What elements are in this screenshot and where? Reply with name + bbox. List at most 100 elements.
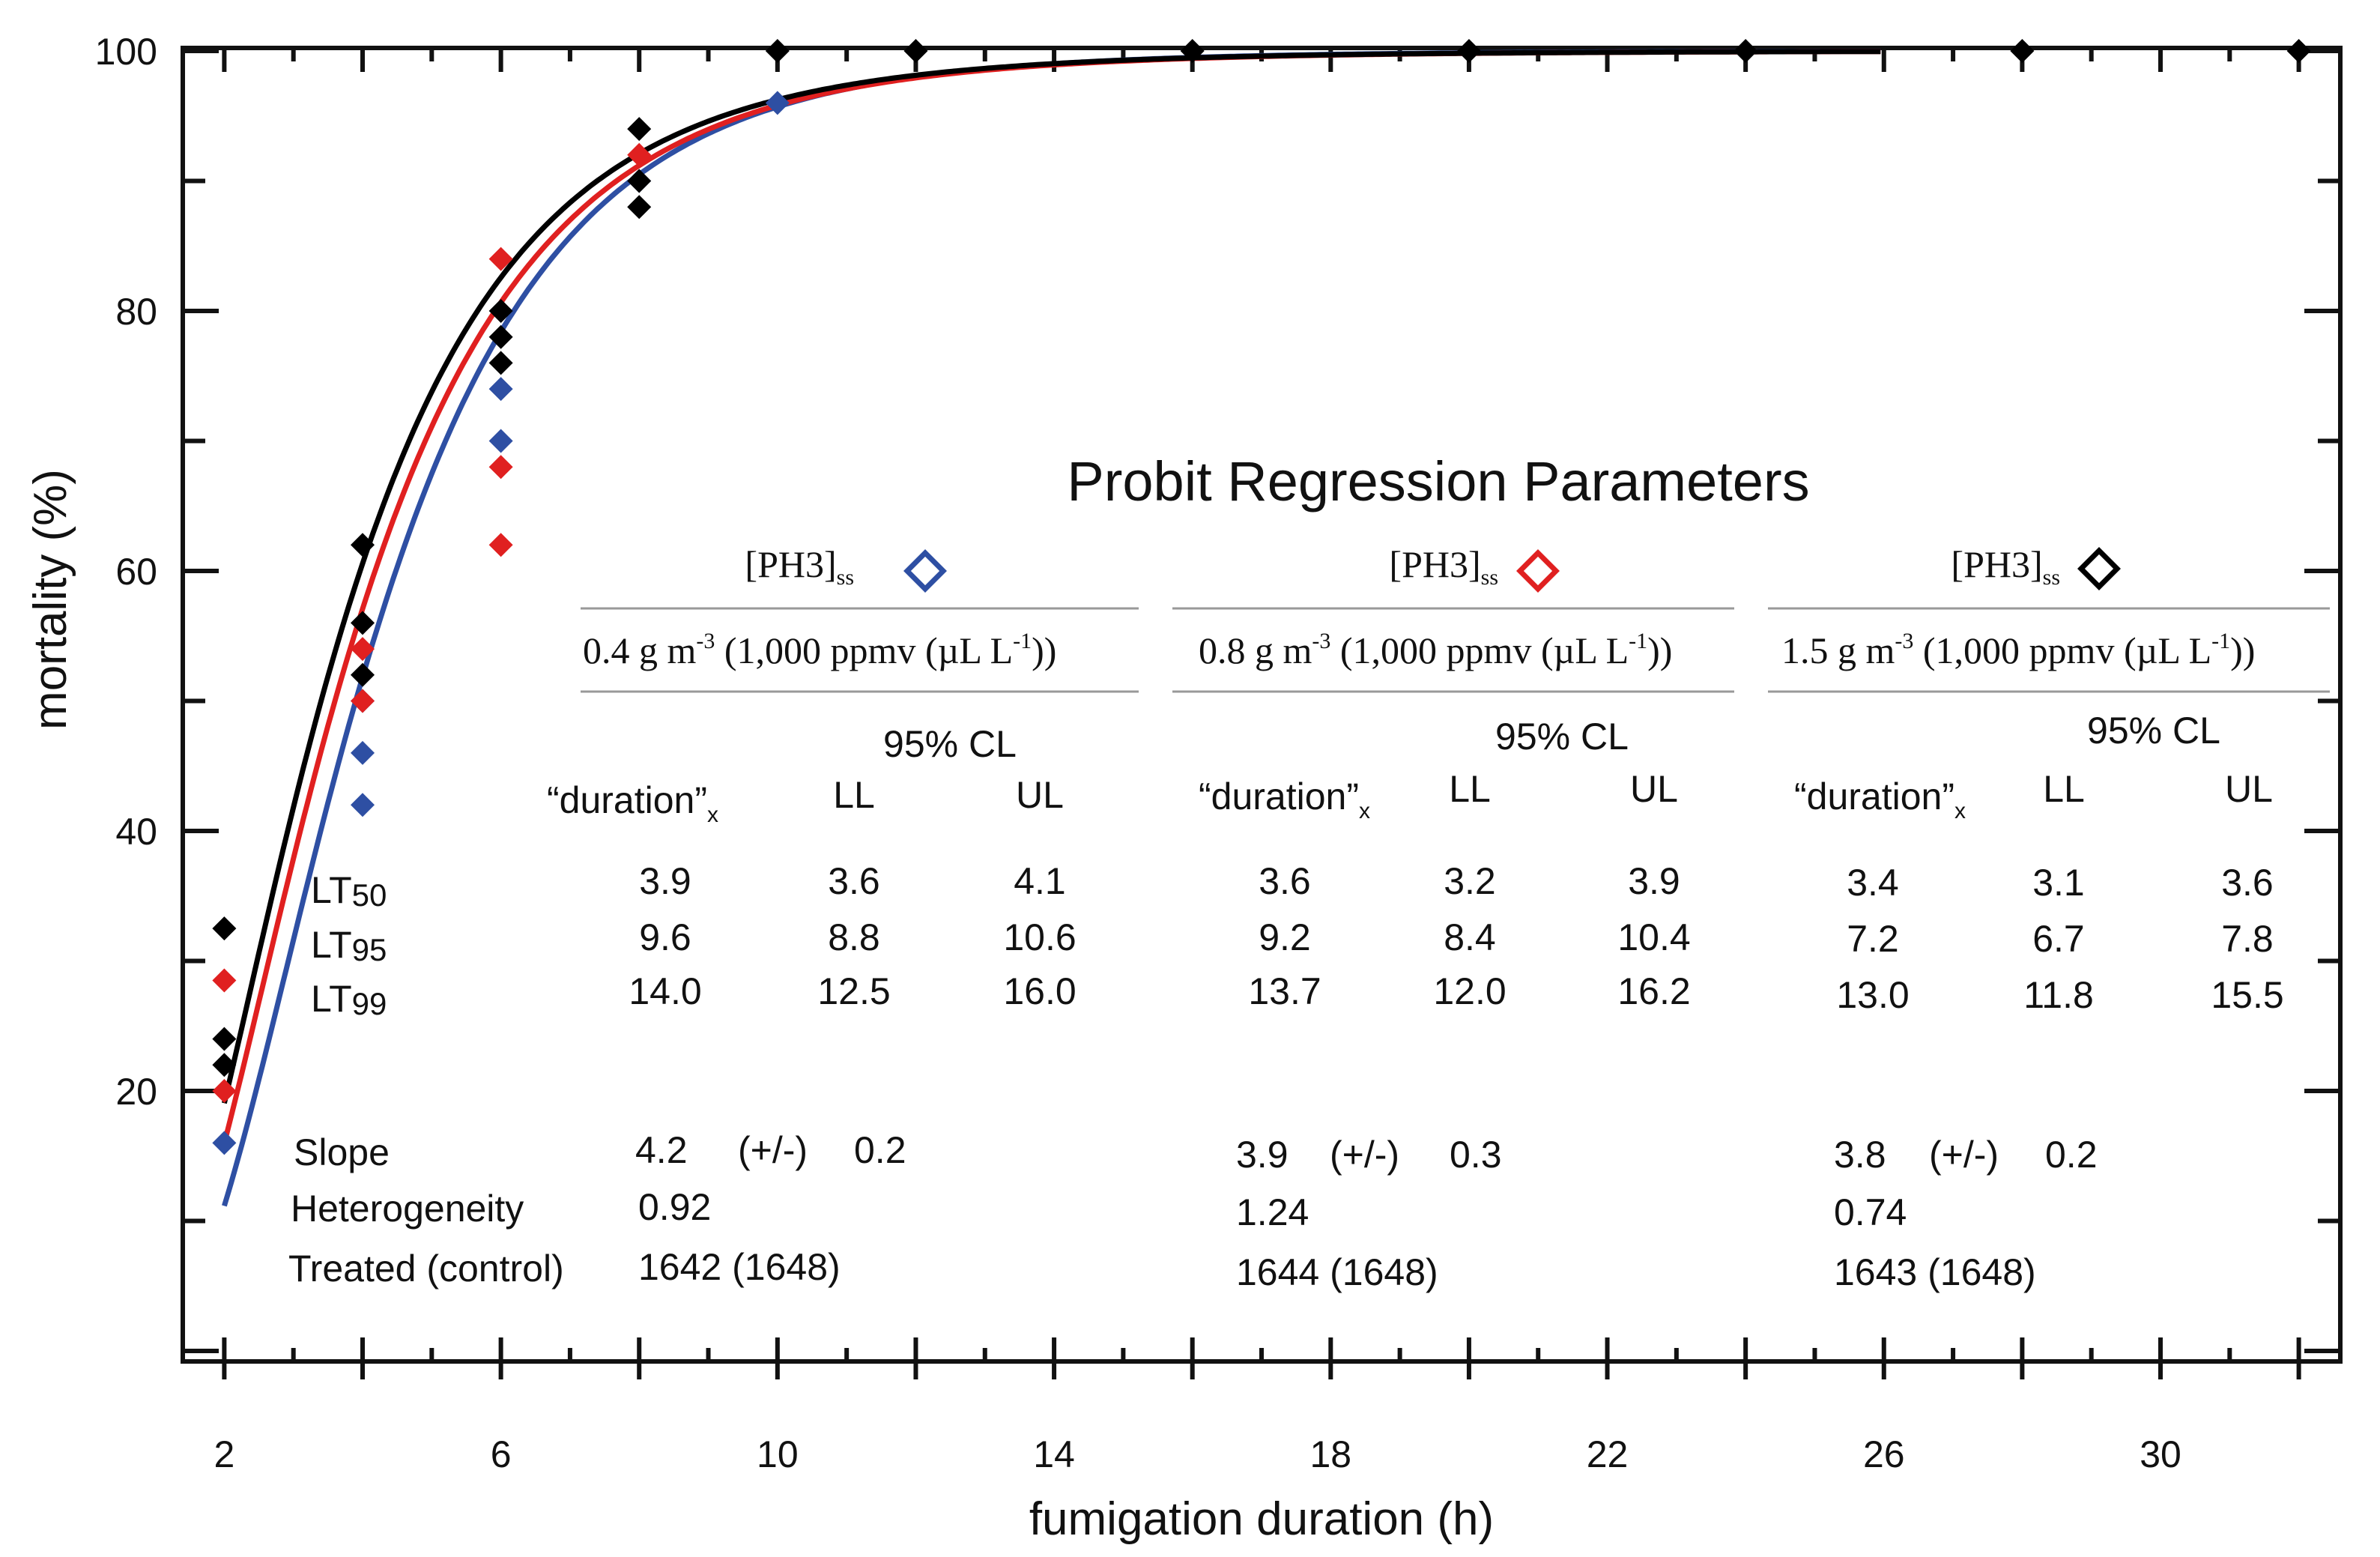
y-axis-label: mortality (%) bbox=[25, 469, 76, 730]
data-point-series-3 bbox=[627, 195, 652, 220]
row-label-lt99: LT99 bbox=[311, 978, 387, 1021]
data-point-series-2 bbox=[488, 533, 513, 557]
treated-value-1: 1642 (1648) bbox=[638, 1246, 841, 1288]
slope-value-2: 3.9 bbox=[1236, 1134, 1289, 1176]
data-point-series-3 bbox=[1733, 39, 1758, 63]
treated-value-2: 1644 (1648) bbox=[1236, 1251, 1438, 1293]
conc-label-3: [PH3] bbox=[1951, 543, 2042, 585]
lt95-ul-2: 10.4 bbox=[1617, 916, 1690, 958]
cl-label-3: 95% CL bbox=[2087, 710, 2220, 752]
cl-label-1: 95% CL bbox=[883, 723, 1017, 765]
lt50-value-2: 3.6 bbox=[1259, 860, 1311, 902]
data-point-series-3 bbox=[627, 117, 652, 142]
y-tick-label: 100 bbox=[95, 31, 157, 73]
slope-value-1: 4.2 bbox=[635, 1129, 688, 1171]
heterogeneity-value-3: 0.74 bbox=[1834, 1191, 1907, 1233]
lt50-ll-1: 3.6 bbox=[828, 860, 880, 902]
treated-value-3: 1643 (1648) bbox=[1834, 1251, 2036, 1293]
conc-label-1: [PH3] bbox=[745, 543, 836, 585]
lt99-ll-2: 12.0 bbox=[1433, 970, 1506, 1012]
conc-value-2: 0.8 g m-3 (1,000 ppmv (µL L-1)) bbox=[1199, 629, 1672, 671]
axis-ticks bbox=[183, 48, 2340, 1379]
lt95-value-3: 7.2 bbox=[1847, 918, 1899, 960]
data-point-series-2 bbox=[212, 1079, 237, 1103]
lt50-ul-1: 4.1 bbox=[1014, 860, 1066, 902]
y-tick-label: 40 bbox=[115, 811, 157, 853]
slope-err-1: 0.2 bbox=[854, 1129, 906, 1171]
slope-pm-1: (+/-) bbox=[738, 1129, 808, 1171]
slope-err-3: 0.2 bbox=[2045, 1134, 2098, 1176]
x-tick-label: 14 bbox=[1033, 1433, 1075, 1475]
lt99-ll-3: 11.8 bbox=[2023, 974, 2094, 1016]
probit-table: Probit Regression Parameters [PH3]ss 0.4… bbox=[288, 450, 2330, 1293]
lt50-ul-3: 3.6 bbox=[2221, 862, 2274, 904]
x-tick-label: 30 bbox=[2140, 1433, 2181, 1475]
x-tick-label: 10 bbox=[757, 1433, 799, 1475]
row-label-heterogeneity: Heterogeneity bbox=[291, 1188, 524, 1230]
lt95-ul-1: 10.6 bbox=[1003, 916, 1076, 958]
data-point-series-3 bbox=[351, 533, 375, 557]
conc-sub-1: ss bbox=[837, 565, 854, 590]
x-tick-label: 26 bbox=[1863, 1433, 1905, 1475]
slope-pm-2: (+/-) bbox=[1330, 1134, 1399, 1176]
lt99-ul-3: 15.5 bbox=[2211, 974, 2283, 1016]
data-point-series-3 bbox=[903, 39, 928, 63]
ul-header-2: UL bbox=[1630, 768, 1678, 810]
data-point-series-3 bbox=[2010, 39, 2035, 63]
data-point-series-2 bbox=[351, 689, 375, 713]
table-title: Probit Regression Parameters bbox=[1067, 450, 1809, 513]
lt50-ll-2: 3.2 bbox=[1444, 860, 1496, 902]
data-point-series-2 bbox=[488, 455, 513, 480]
lt50-ll-3: 3.1 bbox=[2032, 862, 2085, 904]
data-point-series-1 bbox=[488, 377, 513, 402]
ll-header-2: LL bbox=[1449, 768, 1491, 810]
slope-pm-3: (+/-) bbox=[1929, 1134, 1999, 1176]
data-point-series-1 bbox=[212, 1131, 237, 1155]
lt95-ll-3: 6.7 bbox=[2032, 918, 2085, 960]
data-point-series-3 bbox=[212, 1027, 237, 1051]
lt99-ul-2: 16.2 bbox=[1617, 970, 1690, 1012]
data-point-series-2 bbox=[488, 247, 513, 271]
legend-marker-blue bbox=[903, 549, 947, 593]
lt50-value-1: 3.9 bbox=[639, 860, 691, 902]
data-point-series-3 bbox=[351, 611, 375, 635]
data-point-series-2 bbox=[212, 968, 237, 993]
legend-marker-red bbox=[1516, 549, 1560, 593]
duration-header-1: “duration”x bbox=[547, 779, 718, 827]
data-point-series-2 bbox=[627, 142, 652, 167]
legend-marker-black bbox=[2077, 547, 2121, 590]
data-point-series-1 bbox=[351, 740, 375, 765]
data-point-series-3 bbox=[1456, 39, 1481, 63]
data-point-series-3 bbox=[1180, 39, 1205, 63]
data-point-series-3 bbox=[212, 1053, 237, 1077]
lt50-value-3: 3.4 bbox=[1847, 862, 1899, 904]
data-point-series-1 bbox=[351, 793, 375, 817]
lt95-ul-3: 7.8 bbox=[2221, 918, 2274, 960]
conc-header-1: [PH3]ss bbox=[745, 543, 854, 590]
lt99-value-1: 14.0 bbox=[629, 970, 701, 1012]
data-point-series-3 bbox=[627, 169, 652, 193]
duration-header-3: “duration”x bbox=[1794, 776, 1966, 823]
data-point-series-3 bbox=[765, 39, 790, 63]
data-point-series-1 bbox=[765, 91, 790, 115]
lt95-ll-1: 8.8 bbox=[828, 916, 880, 958]
data-point-series-3 bbox=[488, 299, 513, 323]
data-point-series-3 bbox=[351, 662, 375, 687]
ll-header-1: LL bbox=[833, 774, 875, 816]
lt99-value-3: 13.0 bbox=[1836, 974, 1909, 1016]
data-point-series-2 bbox=[351, 637, 375, 662]
conc-value-1: 0.4 g m-3 (1,000 ppmv (µL L-1)) bbox=[583, 629, 1056, 671]
row-label-lt95: LT95 bbox=[311, 924, 387, 967]
row-label-slope: Slope bbox=[294, 1131, 390, 1173]
data-points bbox=[212, 39, 2311, 1155]
slope-value-3: 3.8 bbox=[1834, 1134, 1886, 1176]
data-point-series-1 bbox=[488, 429, 513, 453]
lt95-ll-2: 8.4 bbox=[1444, 916, 1496, 958]
x-axis-label: fumigation duration (h) bbox=[1029, 1493, 1494, 1545]
conc-value-3: 1.5 g m-3 (1,000 ppmv (µL L-1)) bbox=[1781, 629, 2255, 671]
conc-label-2: [PH3] bbox=[1389, 543, 1480, 585]
x-tick-label: 6 bbox=[491, 1433, 512, 1475]
y-tick-label: 60 bbox=[115, 551, 157, 593]
table-column-2: [PH3]ss 0.8 g m-3 (1,000 ppmv (µL L-1)) … bbox=[1172, 543, 1734, 1293]
conc-header-3: [PH3]ss bbox=[1951, 543, 2060, 590]
